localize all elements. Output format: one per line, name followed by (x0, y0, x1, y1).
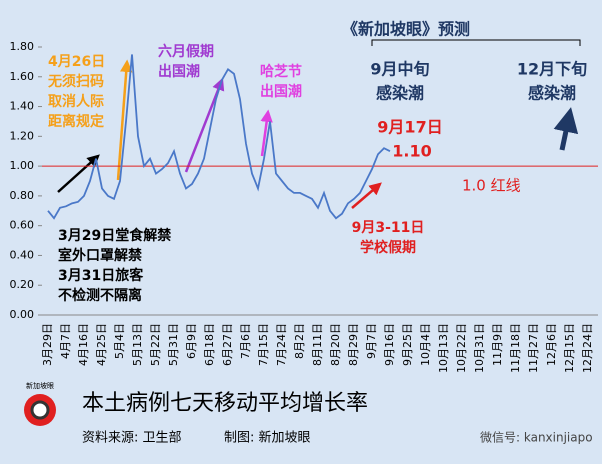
y-tick-label: 0.80 (10, 189, 35, 202)
forecast-header: 《新加坡眼》预测 (342, 20, 470, 39)
annotation: 9月17日 (377, 118, 442, 137)
x-tick-label: 6月27日 (221, 323, 234, 366)
arrow (553, 107, 579, 151)
chart-title: 本土病例七天移动平均增长率 (82, 391, 368, 416)
annotation: 哈芝节 (260, 63, 302, 80)
credit: 制图: 新加坡眼 (224, 430, 311, 446)
y-tick-label: 1.40 (10, 100, 35, 113)
y-tick-label: 0.40 (10, 248, 35, 261)
watermark: 微信号: kanxinjiapo (480, 431, 593, 445)
y-tick-label: 0.00 (10, 308, 35, 321)
x-tick-label: 7月6日 (239, 323, 252, 359)
annotation: 感染潮 (528, 84, 576, 103)
x-tick-label: 11月9日 (491, 323, 504, 366)
x-tick-label: 11月27日 (527, 323, 540, 373)
x-tick-label: 8月29日 (347, 323, 360, 366)
x-tick-label: 9月16日 (383, 323, 396, 366)
y-tick-label: 1.60 (10, 70, 35, 83)
x-tick-label: 10月31日 (473, 323, 486, 373)
x-tick-label: 5月22日 (149, 323, 162, 366)
x-tick-label: 5月4日 (113, 323, 126, 359)
x-tick-label: 8月20日 (329, 323, 342, 366)
x-tick-label: 9月25日 (401, 323, 414, 366)
y-tick-label: 1.80 (10, 40, 35, 53)
y-tick-label: 0.60 (10, 219, 35, 232)
x-tick-label: 4月7日 (59, 323, 72, 359)
annotation: 室外口罩解禁 (58, 247, 142, 264)
annotation: 1.10 (392, 142, 431, 161)
annotation-april: 4月26日 无须扫码 取消人际 距离规定 (47, 54, 105, 130)
annotation: 出国潮 (260, 83, 302, 100)
logo (30, 400, 50, 420)
x-tick-label: 8月2日 (293, 323, 306, 359)
annotation: 12月下旬 (517, 60, 587, 79)
x-tick-label: 7月15日 (257, 323, 270, 366)
y-tick-label: 1.00 (10, 159, 35, 172)
arrow (260, 109, 273, 157)
x-tick-label: 10月13日 (437, 323, 450, 373)
annotation: 9月3-11日 (352, 220, 425, 236)
x-tick-label: 12月6日 (545, 323, 558, 366)
annotation: 距离规定 (48, 113, 104, 130)
x-tick-label: 3月29日 (41, 323, 54, 366)
annotation: 9月中旬 (370, 60, 429, 79)
x-tick-label: 9月7日 (365, 323, 378, 359)
x-tick-label: 7月24日 (275, 323, 288, 366)
x-tick-label: 5月31日 (167, 323, 180, 366)
x-tick-label: 10月4日 (419, 323, 432, 366)
annotation: 不检测不隔离 (58, 287, 142, 304)
x-tick-label: 12月15日 (563, 323, 576, 373)
arrow (57, 154, 100, 193)
annotation: 无须扫码 (47, 74, 104, 90)
annotation: 六月假期 (158, 43, 214, 60)
bracket (371, 39, 581, 46)
y-tick-label: 1.20 (10, 129, 35, 142)
x-tick-label: 10月22日 (455, 323, 468, 373)
x-tick-label: 8月11日 (311, 323, 324, 366)
annotation: 3月31日旅客 (58, 267, 144, 284)
arrow (351, 182, 382, 209)
annotation: 3月29日堂食解禁 (58, 227, 171, 244)
logo-text: 新加坡眼 (26, 381, 54, 390)
annotation: 学校假期 (360, 239, 416, 256)
x-tick-label: 4月25日 (95, 323, 108, 366)
annotation: 4月26日 (48, 54, 105, 70)
x-tick-label: 4月16日 (77, 323, 90, 366)
x-tick-label: 11月18日 (509, 323, 522, 373)
line (47, 54, 391, 220)
annotation: 感染潮 (376, 84, 424, 103)
x-tick-label: 12月24日 (581, 323, 594, 373)
reference-label: 1.0 红线 (462, 177, 521, 195)
x-tick-label: 6月9日 (185, 323, 198, 359)
annotation: 出国潮 (158, 63, 200, 80)
arrow (184, 77, 225, 173)
annotation: 取消人际 (48, 93, 104, 110)
x-tick-label: 6月18日 (203, 323, 216, 366)
arrow (116, 59, 133, 181)
y-tick-label: 0.20 (10, 278, 35, 291)
source: 资料来源: 卫生部 (82, 431, 182, 446)
x-tick-label: 5月13日 (131, 323, 144, 366)
